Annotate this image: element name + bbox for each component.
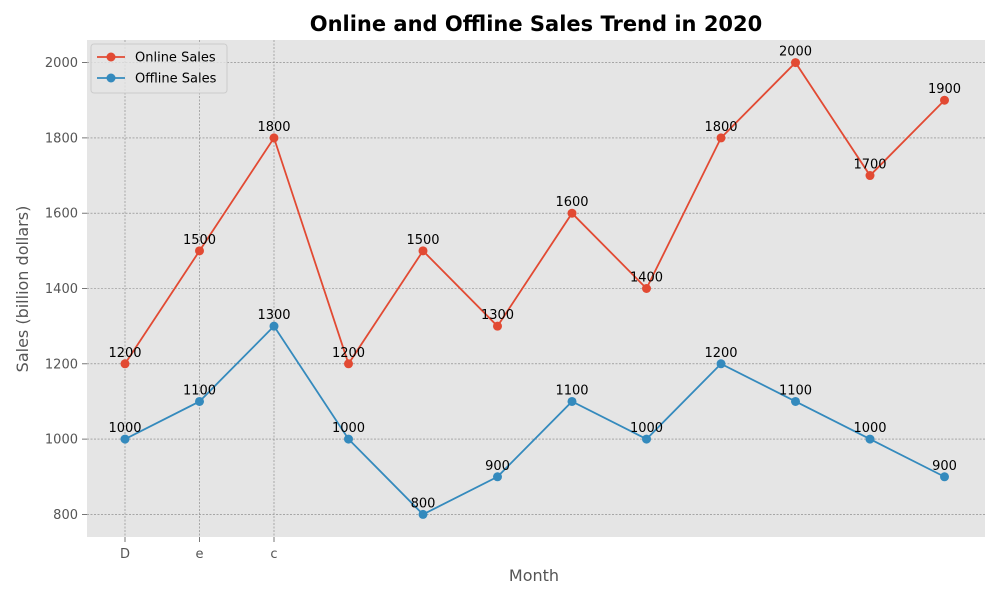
y-tick-label: 1200 [45, 357, 78, 372]
offline-sales-point [940, 472, 949, 482]
y-tick-label: 1800 [45, 131, 78, 146]
tick-labels: 800 1000 1200 1400 1600 1800 2000 D e c [45, 56, 278, 562]
legend-marker-online-sales [106, 52, 116, 62]
offline-sales-data-label: 1000 [108, 421, 141, 436]
offline-sales-data-label: 1100 [555, 383, 588, 398]
online-sales-point [791, 58, 800, 68]
data-labels: 1200 1500 1800 1200 1500 1300 1600 1400 1800 2000… [108, 45, 961, 512]
y-tick-label: 800 [53, 508, 78, 523]
offline-sales-point [344, 434, 353, 444]
offline-sales-data-label: 1200 [704, 346, 737, 361]
offline-sales-data-label: 1100 [183, 383, 216, 398]
offline-sales-line [124, 324, 945, 516]
online-sales-data-label: 1700 [853, 158, 886, 173]
online-sales-point [344, 359, 353, 369]
online-sales-point [716, 133, 726, 143]
offline-sales-data-label: 1000 [630, 421, 663, 436]
x-axis-label: Month [509, 566, 559, 585]
online-sales-point [865, 171, 875, 181]
online-sales-data-label: 2000 [779, 45, 812, 60]
series-layer [120, 58, 949, 519]
y-tick-label: 1400 [45, 282, 78, 297]
online-sales-point [269, 133, 279, 143]
y-axis-label: Sales (billion dollars) [13, 206, 32, 373]
x-tick-label: e [196, 547, 204, 562]
online-sales-data-label: 1200 [108, 346, 141, 361]
offline-sales-point [865, 434, 875, 444]
online-sales-point [940, 95, 949, 105]
online-sales-point [120, 359, 130, 369]
offline-sales-point [642, 434, 651, 444]
offline-sales-data-label: 1000 [853, 421, 886, 436]
online-sales-data-label: 1400 [630, 271, 663, 286]
online-sales-data-label: 1600 [555, 195, 588, 210]
x-tick-label: c [270, 547, 277, 562]
online-sales-data-label: 1200 [332, 346, 365, 361]
y-tick-label: 2000 [45, 56, 78, 71]
chart-title: Online and Offline Sales Trend in 2020 [310, 12, 763, 36]
online-sales-data-label: 1900 [928, 82, 961, 97]
online-sales-line [124, 61, 946, 366]
online-sales-data-label: 1800 [704, 120, 737, 135]
legend-label-online-sales: Online Sales [135, 51, 216, 66]
offline-sales-point [493, 472, 502, 482]
offline-sales-data-label: 1100 [779, 383, 812, 398]
online-sales-point [567, 208, 577, 218]
online-sales-data-label: 1800 [257, 120, 290, 135]
offline-sales-point [418, 509, 428, 519]
online-sales-point [493, 321, 502, 331]
offline-sales-data-label: 1300 [257, 308, 290, 323]
offline-sales-point [791, 396, 800, 406]
offline-sales-point [567, 396, 577, 406]
offline-sales-data-label: 900 [932, 459, 957, 474]
offline-sales-point [195, 396, 204, 406]
offline-sales-data-label: 800 [411, 496, 436, 511]
online-sales-point [195, 246, 204, 256]
x-tick-label: D [120, 547, 130, 562]
y-tick-label: 1000 [45, 433, 78, 448]
offline-sales-point [716, 359, 726, 369]
legend-marker-offline-sales [106, 73, 116, 83]
offline-sales-point [269, 321, 279, 331]
legend: Online Sales Offline Sales [90, 43, 228, 94]
legend-label-offline-sales: Offline Sales [135, 72, 217, 87]
online-sales-point [418, 246, 428, 256]
offline-sales-data-label: 900 [485, 459, 510, 474]
online-sales-data-label: 1500 [183, 233, 216, 248]
online-sales-data-label: 1500 [406, 233, 439, 248]
offline-sales-data-label: 1000 [332, 421, 365, 436]
online-sales-data-label: 1300 [481, 308, 514, 323]
offline-sales-point [120, 434, 130, 444]
y-tick-label: 1600 [45, 207, 78, 222]
grid [82, 40, 985, 542]
online-sales-point [642, 284, 651, 293]
